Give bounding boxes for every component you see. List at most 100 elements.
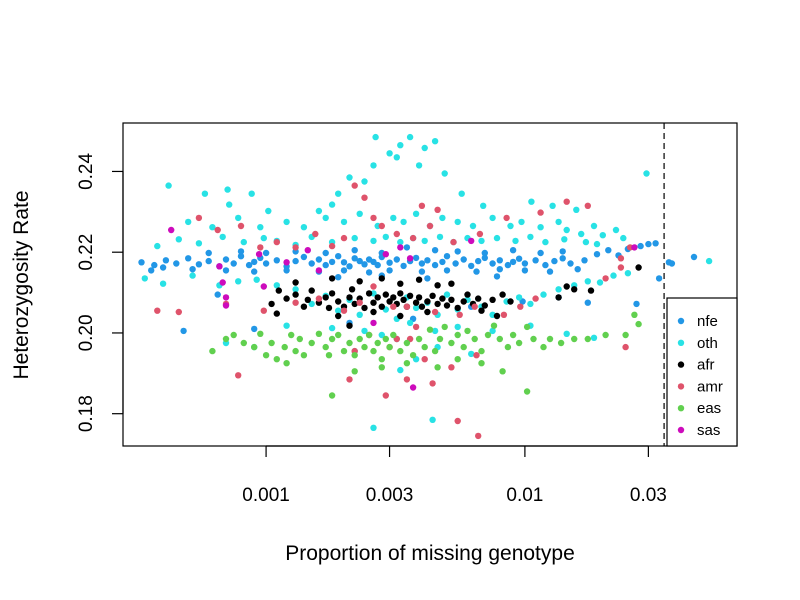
legend-label-sas: sas	[697, 422, 720, 439]
point-sas-14	[315, 267, 323, 274]
point-oth-61	[260, 234, 267, 242]
point-eas-30	[386, 343, 393, 351]
point-afr-38	[448, 296, 455, 303]
point-oth-66	[351, 234, 358, 242]
point-nfe-24	[340, 259, 348, 266]
point-oth-23	[528, 198, 535, 205]
point-oth-45	[439, 214, 446, 222]
point-oth-4	[226, 201, 233, 208]
point-eas-63	[635, 320, 642, 328]
point-eas-11	[292, 347, 299, 355]
point-oth-114	[584, 278, 591, 285]
point-oth-71	[421, 237, 428, 245]
point-nfe-19	[308, 260, 315, 267]
point-amr-14	[409, 234, 417, 242]
point-oth-15	[397, 142, 404, 149]
point-amr-57	[403, 376, 411, 383]
point-nfe-51	[509, 258, 517, 266]
point-amr-55	[346, 376, 353, 383]
point-amr-39	[532, 295, 539, 302]
point-sas-6	[406, 255, 414, 262]
point-afr-22	[382, 291, 389, 298]
point-amr-33	[412, 323, 420, 331]
point-sas-2	[255, 251, 263, 258]
legend-label-nfe: nfe	[697, 313, 718, 330]
point-oth-76	[493, 234, 501, 242]
point-nfe-94	[237, 248, 245, 255]
point-amr-5	[292, 244, 299, 251]
point-nfe-8	[222, 256, 230, 263]
x-tick-label-2: 0.01	[506, 485, 543, 506]
point-oth-31	[185, 218, 192, 226]
point-oth-77	[512, 237, 519, 245]
point-oth-84	[159, 280, 167, 287]
point-oth-83	[141, 275, 148, 282]
point-oth-36	[300, 224, 308, 231]
point-afr-36	[439, 295, 446, 302]
point-afr-19	[370, 299, 377, 306]
x-axis: 0.001 0.003 0.01 0.03	[242, 445, 667, 506]
point-eas-69	[454, 356, 461, 363]
point-eas-26	[370, 347, 377, 355]
point-amr-19	[476, 230, 484, 238]
point-eas-2	[230, 331, 237, 339]
point-afr-33	[424, 298, 431, 305]
point-sas-5	[397, 244, 404, 251]
point-oth-25	[573, 206, 580, 213]
point-eas-54	[530, 335, 537, 343]
point-oth-14	[393, 154, 400, 161]
point-oth-85	[189, 272, 196, 279]
point-oth-22	[480, 202, 487, 209]
point-amr-41	[617, 264, 625, 271]
point-afr-59	[434, 282, 441, 289]
point-nfe-44	[460, 256, 467, 263]
point-eas-34	[409, 352, 417, 359]
point-amr-60	[475, 432, 482, 440]
point-nfe-41	[439, 258, 446, 266]
point-oth-60	[240, 238, 247, 246]
point-sas-1	[216, 263, 223, 270]
point-afr-6	[308, 287, 315, 294]
point-nfe-38	[418, 260, 426, 267]
point-afr-31	[415, 294, 423, 301]
point-nfe-61	[605, 247, 612, 254]
point-afr-21	[378, 303, 385, 310]
y-axis: 0.18 0.20 0.22 0.24	[76, 153, 124, 432]
point-eas-21	[346, 339, 353, 347]
point-oth-54	[599, 232, 606, 239]
point-nfe-65	[645, 240, 652, 248]
point-eas-40	[441, 323, 448, 331]
point-nfe-40	[431, 261, 439, 269]
point-oth-79	[542, 238, 549, 246]
point-nfe-70	[148, 267, 155, 274]
point-afr-9	[325, 304, 333, 312]
point-oth-93	[335, 307, 342, 314]
point-nfe-88	[403, 244, 411, 251]
point-oth-103	[443, 291, 451, 298]
point-oth-37	[322, 214, 329, 222]
point-oth-133	[563, 330, 570, 337]
point-eas-20	[340, 347, 348, 355]
point-oth-96	[370, 290, 377, 297]
y-tick-label-0: 0.18	[76, 395, 97, 432]
point-nfe-97	[481, 249, 488, 257]
point-oth-58	[195, 240, 203, 247]
legend-marker-nfe	[677, 317, 685, 325]
point-eas-57	[557, 339, 565, 347]
point-sas-8	[468, 237, 475, 245]
point-afr-48	[555, 294, 562, 301]
point-eas-66	[378, 364, 385, 371]
series-sas	[168, 226, 638, 391]
y-tick-label-3: 0.24	[76, 153, 97, 190]
point-amr-17	[434, 206, 441, 213]
point-oth-110	[527, 300, 534, 308]
point-nfe-82	[473, 268, 480, 275]
legend: nfe oth afr amr eas sas	[666, 297, 738, 447]
point-sas-11	[222, 294, 230, 301]
point-nfe-46	[475, 257, 482, 265]
point-amr-2	[237, 222, 245, 230]
legend-label-eas: eas	[697, 400, 721, 417]
point-oth-0	[165, 182, 172, 189]
point-afr-5	[304, 296, 311, 303]
point-nfe-114	[633, 300, 640, 308]
